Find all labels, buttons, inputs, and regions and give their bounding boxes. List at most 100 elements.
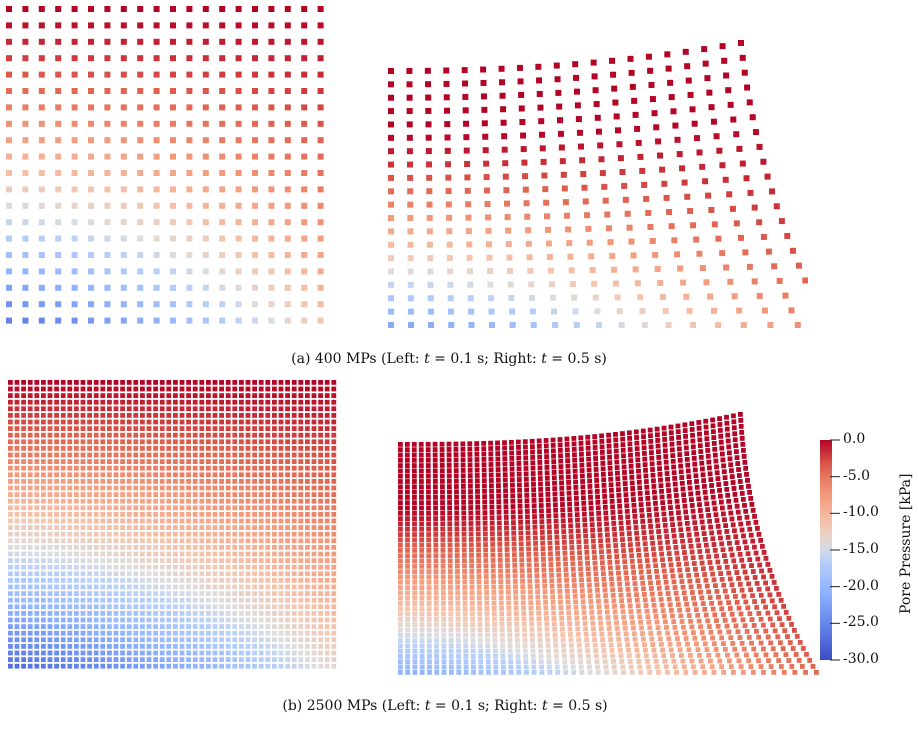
material-point (133, 624, 139, 629)
material-point (107, 479, 112, 484)
material-point (298, 472, 304, 478)
material-point (21, 538, 26, 544)
material-point (675, 423, 681, 429)
material-point (291, 624, 297, 629)
material-point (606, 554, 612, 560)
material-point (186, 624, 191, 629)
material-point (718, 493, 723, 499)
material-point (239, 446, 244, 451)
material-point (265, 558, 271, 563)
material-point (6, 219, 12, 226)
material-point (530, 322, 537, 328)
material-point (272, 426, 277, 431)
material-point (607, 631, 613, 637)
material-point (565, 599, 571, 605)
material-point (199, 551, 205, 557)
material-point (597, 615, 603, 621)
material-point (676, 515, 682, 521)
material-point (560, 518, 566, 524)
material-point (120, 432, 125, 438)
material-point (284, 137, 291, 144)
material-point (697, 549, 703, 554)
material-point (285, 663, 290, 669)
material-point (462, 590, 468, 596)
material-point (572, 457, 578, 463)
material-point (225, 386, 231, 392)
material-point (21, 485, 26, 491)
material-point (311, 663, 317, 669)
material-point (34, 611, 40, 616)
material-point (331, 558, 337, 563)
material-point (67, 380, 73, 385)
material-point (219, 518, 224, 524)
material-point (497, 547, 503, 553)
material-point (268, 235, 275, 242)
material-point (573, 485, 579, 490)
material-point (461, 505, 467, 511)
material-point (598, 156, 605, 163)
material-point (501, 133, 508, 140)
material-point (6, 317, 12, 324)
material-point (586, 239, 593, 246)
material-point (637, 485, 643, 491)
material-point (614, 454, 619, 459)
material-point (54, 597, 59, 603)
material-point (186, 525, 191, 530)
material-point (34, 571, 40, 577)
material-point (284, 252, 291, 258)
material-point (245, 650, 251, 656)
material-point (74, 578, 79, 583)
material-point (192, 604, 198, 610)
material-point (87, 663, 92, 669)
material-point (648, 630, 654, 636)
material-point (475, 505, 481, 510)
material-point (173, 492, 178, 497)
material-point (739, 640, 745, 646)
material-point (34, 558, 40, 563)
material-point (153, 485, 158, 491)
material-point (14, 558, 20, 563)
material-point (14, 472, 20, 478)
material-point (501, 146, 508, 153)
material-point (562, 199, 569, 206)
material-point (113, 446, 119, 451)
material-point (324, 485, 330, 491)
material-point (137, 120, 144, 127)
material-point (245, 538, 251, 544)
material-point (467, 457, 473, 463)
material-point (219, 399, 224, 405)
material-point (14, 386, 20, 392)
panel-b-right-particles (398, 412, 819, 675)
material-point (317, 284, 324, 291)
material-point (21, 630, 26, 636)
material-point (503, 493, 509, 499)
material-point (252, 558, 257, 563)
material-point (643, 467, 648, 473)
material-point (88, 71, 94, 78)
material-point (133, 584, 139, 590)
material-point (8, 498, 13, 504)
material-point (6, 235, 12, 242)
material-point (503, 200, 510, 207)
material-point (716, 482, 722, 487)
material-point (475, 499, 481, 505)
material-point (301, 55, 308, 62)
material-point (232, 617, 238, 623)
material-point (317, 170, 324, 176)
material-point (6, 120, 12, 127)
material-point (504, 541, 510, 547)
material-point (565, 226, 572, 233)
material-point (324, 505, 330, 511)
material-point (516, 64, 523, 71)
material-point (67, 452, 73, 458)
material-point (659, 166, 666, 173)
material-point (445, 174, 452, 181)
material-point (455, 622, 461, 627)
material-point (573, 74, 580, 81)
material-point (623, 570, 629, 576)
material-point (265, 439, 271, 445)
material-point (485, 638, 491, 643)
material-point (133, 439, 139, 445)
material-point (418, 452, 424, 458)
material-point (225, 446, 231, 451)
